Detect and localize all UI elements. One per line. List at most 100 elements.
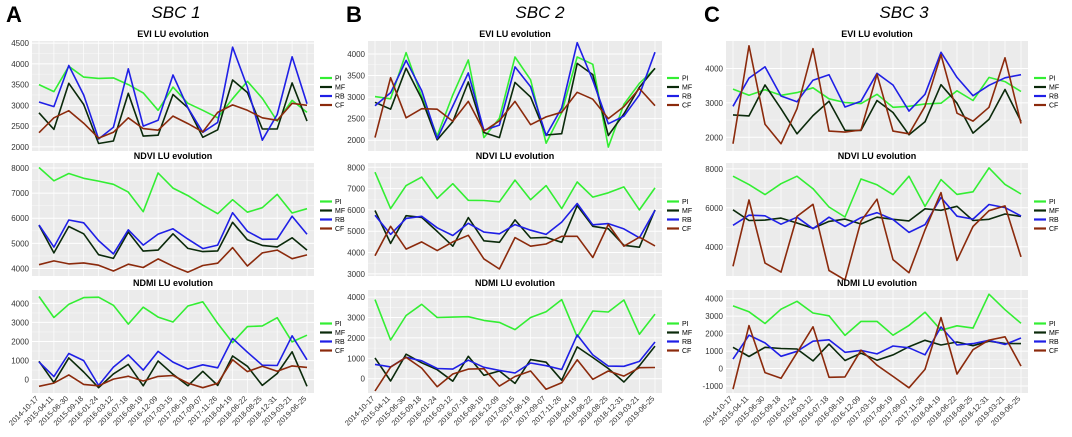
series-line-pi — [374, 51, 656, 148]
legend-label-pi: PI — [682, 321, 689, 328]
chart-b-3: NDMI LU evolution 0 1000 2000 3000 4000 PI MF RB… — [343, 278, 692, 428]
legend-label-cf: CF — [1049, 103, 1058, 110]
series-line-rb — [38, 211, 308, 255]
series-line-rb — [732, 196, 1022, 234]
series-line-mf — [732, 339, 1022, 362]
series-line-mf — [38, 79, 308, 145]
series-line-pi — [374, 171, 656, 211]
legend-label-pi: PI — [1049, 199, 1056, 206]
chart-title: NDVI LU evolution — [838, 151, 917, 161]
y-tick-label: 3000 — [347, 93, 365, 102]
panel-label-c: C — [704, 2, 720, 27]
legend-label-mf: MF — [335, 208, 345, 215]
series-line-pi — [732, 167, 1022, 218]
y-tick-label: 3500 — [11, 81, 29, 90]
legend-label-pi: PI — [335, 199, 342, 206]
y-tick-label: 4000 — [11, 264, 29, 273]
series-line-cf — [38, 246, 308, 274]
y-tick-label: 8000 — [705, 165, 723, 174]
y-tick-label: 2000 — [705, 330, 723, 339]
chart-title: NDVI LU evolution — [476, 151, 555, 161]
y-tick-label: 4500 — [11, 39, 29, 48]
series-line-pi — [38, 296, 308, 344]
chart-c-3: NDMI LU evolution -1000 0 1000 2000 3000 4000 P… — [701, 278, 1059, 428]
y-tick-label: 4000 — [11, 60, 29, 69]
legend-label-pi: PI — [1049, 321, 1056, 328]
y-tick-label: 8000 — [11, 164, 29, 173]
legend-label-mf: MF — [335, 85, 345, 92]
legend-label-pi: PI — [335, 76, 342, 83]
series-line-cf — [374, 356, 656, 392]
series-line-mf — [374, 204, 656, 248]
legend: PI MF RB CF — [320, 321, 345, 355]
series-line-mf — [374, 345, 656, 385]
legend: PI MF RB CF — [667, 76, 692, 110]
y-tick-label: 2000 — [347, 136, 365, 145]
chart-title: EVI LU evolution — [479, 29, 551, 39]
y-tick-label: 3000 — [705, 312, 723, 321]
legend-label-rb: RB — [682, 217, 692, 224]
series-line-pi — [732, 293, 1022, 337]
chart-title: NDMI LU evolution — [475, 278, 555, 288]
chart-title: EVI LU evolution — [137, 29, 209, 39]
legend-label-cf: CF — [335, 226, 344, 233]
y-tick-label: 2500 — [347, 115, 365, 124]
series-line-rb — [732, 51, 1022, 112]
y-tick-label: 0 — [361, 375, 366, 384]
series-line-rb — [732, 326, 1022, 360]
y-tick-label: -1000 — [703, 382, 724, 391]
y-tick-label: 3500 — [347, 72, 365, 81]
y-tick-label: 3000 — [705, 99, 723, 108]
legend-label-cf: CF — [1049, 226, 1058, 233]
chart-b-1: EVI LU evolution 2000 2500 3000 3500 4000 PI MF… — [347, 29, 692, 151]
chart-grid: EVI LU evolution 2000 2500 3000 3500 4000 4500… — [7, 29, 1059, 428]
y-tick-label: 6000 — [705, 204, 723, 213]
y-tick-label: 4000 — [347, 249, 365, 258]
chart-title: NDVI LU evolution — [134, 151, 213, 161]
y-tick-label: 3000 — [347, 314, 365, 323]
y-tick-label: 3000 — [11, 101, 29, 110]
legend-label-rb: RB — [335, 217, 345, 224]
legend-label-mf: MF — [682, 85, 692, 92]
y-tick-label: 4000 — [705, 295, 723, 304]
legend: PI MF RB CF — [320, 199, 345, 233]
legend-label-pi: PI — [335, 321, 342, 328]
y-tick-label: 5000 — [11, 239, 29, 248]
y-tick-label: 6000 — [11, 214, 29, 223]
y-tick-label: 1000 — [11, 357, 29, 366]
y-tick-label: 4000 — [11, 299, 29, 308]
series-line-pi — [38, 65, 308, 122]
chart-c-2: NDVI LU evolution 4000 6000 8000 PI MF RB CF — [705, 151, 1059, 281]
legend-label-mf: MF — [1049, 85, 1059, 92]
series-line-mf — [732, 205, 1022, 230]
y-tick-label: 1000 — [347, 354, 365, 363]
y-tick-label: 4000 — [347, 50, 365, 59]
series-line-cf — [38, 358, 308, 389]
legend-label-pi: PI — [1049, 76, 1056, 83]
legend-label-mf: MF — [682, 330, 692, 337]
series-line-cf — [38, 102, 308, 139]
y-tick-label: 2000 — [347, 334, 365, 343]
legend-label-rb: RB — [1049, 217, 1059, 224]
y-tick-label: 4000 — [705, 243, 723, 252]
y-tick-label: 3000 — [347, 270, 365, 279]
series-line-mf — [732, 83, 1022, 136]
y-tick-label: 2500 — [11, 122, 29, 131]
legend-label-rb: RB — [335, 94, 345, 101]
legend-label-cf: CF — [682, 348, 691, 355]
panel-title-c: SBC 3 — [879, 3, 929, 22]
legend-label-pi: PI — [682, 199, 689, 206]
legend-label-cf: CF — [335, 103, 344, 110]
panel-label-b: B — [346, 2, 362, 27]
series-line-rb — [374, 41, 656, 140]
chart-title: NDMI LU evolution — [133, 278, 213, 288]
series-line-rb — [374, 334, 656, 374]
series-line-cf — [374, 223, 656, 270]
legend-label-rb: RB — [682, 339, 692, 346]
legend-label-rb: RB — [1049, 339, 1059, 346]
series-line-mf — [38, 221, 308, 260]
series-line-rb — [38, 334, 308, 387]
legend-label-mf: MF — [1049, 208, 1059, 215]
y-tick-label: 0 — [719, 365, 724, 374]
